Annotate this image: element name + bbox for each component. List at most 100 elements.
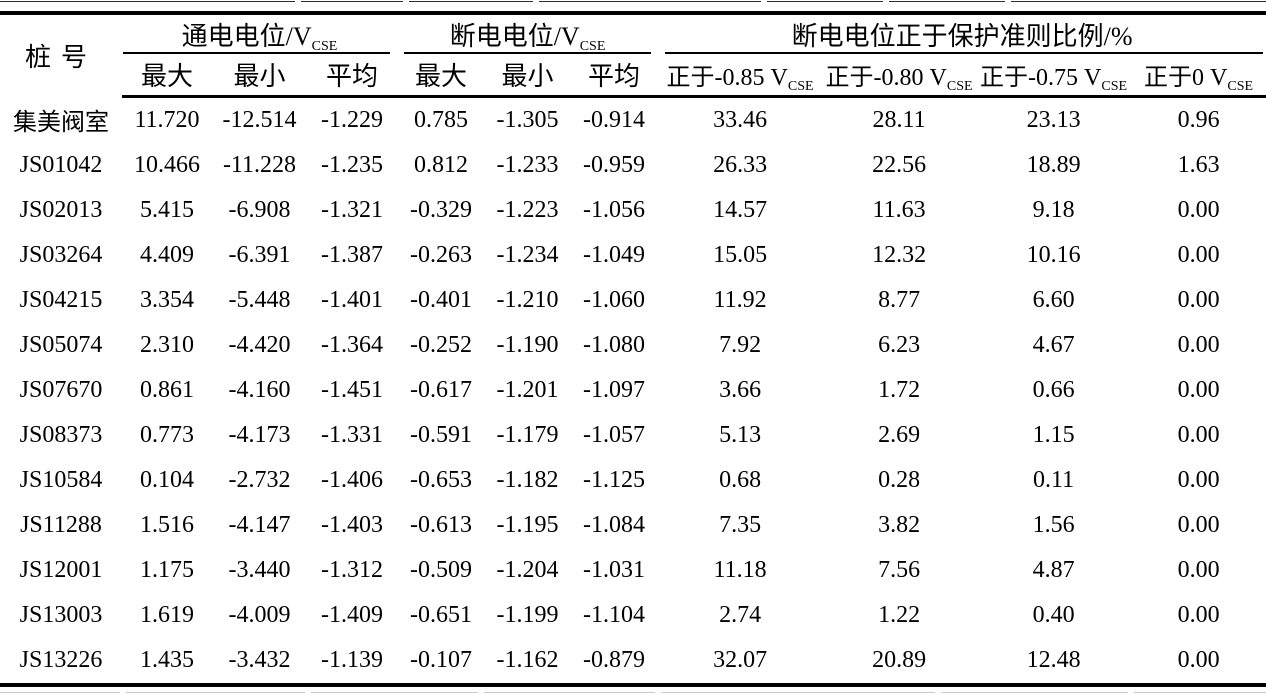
value-cell: -2.732 (228, 467, 291, 493)
col-header-on-min: 最小 (212, 53, 307, 98)
value-cell: -1.201 (496, 377, 559, 403)
value-cell: 12.48 (976, 638, 1132, 687)
value-cell: 5.415 (140, 197, 194, 223)
value-cell: 32.07 (658, 638, 823, 687)
value-cell: 0.96 (1177, 107, 1220, 133)
value-cell: 0.00 (1177, 602, 1220, 628)
value-cell: -1.234 (496, 242, 559, 268)
value-cell: 1.619 (140, 602, 194, 628)
table-row: JS12001 1.175 -3.440 -1.312 -0.509 -1.204 -1.0… (0, 548, 1266, 593)
table-row: 集美阀室 11.720 -12.514 -1.229 0.785 -1.305 -0.914… (0, 97, 1266, 144)
group-off-title-subscript: CSE (579, 38, 606, 54)
value-cell: 2.74 (719, 602, 762, 628)
value-cell: 11.63 (872, 197, 926, 223)
value-cell: -1.139 (307, 638, 398, 687)
potential-data-table: 桩号 通电电位/VCSE 断电电位/VCSE 断电电位正于保护准则比例/% 最大… (0, 11, 1266, 687)
value-cell: 28.11 (872, 107, 926, 133)
group-header-on-potential: 通电电位/VCSE (122, 13, 397, 54)
table-header: 桩号 通电电位/VCSE 断电电位/VCSE 断电电位正于保护准则比例/% 最大… (0, 13, 1266, 98)
value-cell: -5.448 (228, 287, 291, 313)
value-cell: -1.403 (321, 512, 384, 538)
value-cell: -1.049 (583, 242, 646, 268)
value-cell: 2.310 (140, 332, 194, 358)
value-cell: -1.364 (321, 332, 384, 358)
value-cell: -1.097 (583, 377, 646, 403)
col-header-ratio-080: 正于-0.80 VCSE (822, 53, 977, 98)
pile-id-cell: JS10584 (19, 467, 103, 493)
value-cell: 18.89 (1026, 152, 1081, 178)
value-cell: 3.66 (719, 377, 762, 403)
value-cell: -0.914 (583, 107, 646, 133)
ratio-080-subscript: CSE (946, 78, 973, 94)
table-row: JS02013 5.415 -6.908 -1.321 -0.329 -1.223 -1.0… (0, 188, 1266, 233)
sub-header-row: 最大 最小 平均 最大 最小 平均 正于-0.85 VCSE 正于-0.80 V… (0, 53, 1266, 98)
value-cell: -1.235 (321, 152, 384, 178)
value-cell: 11.18 (713, 557, 767, 583)
value-cell: -1.162 (485, 638, 571, 687)
midrule-off-potential (404, 52, 652, 54)
value-cell: -4.009 (228, 602, 291, 628)
group-off-title: 断电电位/V (449, 21, 580, 51)
pile-id-cell: JS12001 (19, 557, 103, 583)
value-cell: -1.199 (496, 602, 559, 628)
value-cell: 33.46 (713, 107, 768, 133)
value-cell: 0.00 (1177, 287, 1220, 313)
value-cell: 0.00 (1177, 242, 1220, 268)
pile-id-cell: JS02013 (19, 197, 103, 223)
value-cell: 0.00 (1177, 557, 1220, 583)
pile-id-cell: JS03264 (19, 242, 103, 268)
midrule-ratio (665, 52, 1264, 54)
value-cell: -0.879 (570, 638, 659, 687)
value-cell: -0.591 (410, 422, 473, 448)
value-cell: 7.92 (719, 332, 762, 358)
value-cell: 0.773 (140, 422, 194, 448)
value-cell: 0.104 (140, 467, 194, 493)
group-ratio-title: 断电电位正于保护准则比例/% (791, 21, 1133, 51)
value-cell: -1.084 (583, 512, 646, 538)
value-cell: -1.321 (321, 197, 384, 223)
value-cell: -1.229 (321, 107, 384, 133)
value-cell: 0.00 (1177, 197, 1220, 223)
pile-id-cell: JS07670 (19, 377, 103, 403)
value-cell: 15.05 (713, 242, 768, 268)
group-on-title: 通电电位/V (181, 21, 312, 51)
value-cell: -1.179 (496, 422, 559, 448)
col-header-on-max: 最大 (122, 53, 212, 98)
value-cell: 0.11 (1033, 467, 1075, 493)
table-row: JS08373 0.773 -4.173 -1.331 -0.591 -1.179 -1.0… (0, 413, 1266, 458)
top-crop-hairline (0, 1, 1266, 2)
table-row: JS13226 1.435 -3.432 -1.139 -0.107 -1.162 -0.8… (0, 638, 1266, 687)
value-cell: -1.331 (321, 422, 384, 448)
value-cell: -4.173 (228, 422, 291, 448)
value-cell: -1.195 (496, 512, 559, 538)
value-cell: 0.28 (878, 467, 921, 493)
value-cell: 0.66 (1032, 377, 1075, 403)
value-cell: -0.509 (410, 557, 473, 583)
value-cell: 10.16 (1026, 242, 1081, 268)
value-cell: -1.312 (321, 557, 384, 583)
col-header-off-max: 最大 (397, 53, 486, 98)
value-cell: 0.812 (414, 152, 469, 178)
pile-id-cell: JS01042 (19, 152, 103, 178)
value-cell: 0.68 (719, 467, 762, 493)
group-header-row: 桩号 通电电位/VCSE 断电电位/VCSE 断电电位正于保护准则比例/% (0, 13, 1266, 72)
value-cell: -1.204 (496, 557, 559, 583)
value-cell: 1.22 (878, 602, 921, 628)
value-cell: 0.00 (1131, 638, 1266, 687)
pile-id-cell: JS05074 (19, 332, 103, 358)
value-cell: 3.82 (878, 512, 921, 538)
value-cell: -0.613 (410, 512, 473, 538)
value-cell: 4.87 (1032, 557, 1075, 583)
value-cell: 0.00 (1177, 467, 1220, 493)
value-cell: -1.233 (496, 152, 559, 178)
table-row: JS07670 0.861 -4.160 -1.451 -0.617 -1.201 -1.0… (0, 368, 1266, 413)
value-cell: -1.401 (321, 287, 384, 313)
pile-number-header: 桩号 (24, 43, 97, 73)
value-cell: -0.959 (583, 152, 646, 178)
value-cell: 1.56 (1032, 512, 1075, 538)
value-cell: 1.63 (1177, 152, 1220, 178)
value-cell: 0.00 (1177, 512, 1220, 538)
group-header-ratio: 断电电位正于保护准则比例/% (658, 13, 1266, 54)
value-cell: 4.67 (1032, 332, 1075, 358)
value-cell: -1.080 (583, 332, 646, 358)
